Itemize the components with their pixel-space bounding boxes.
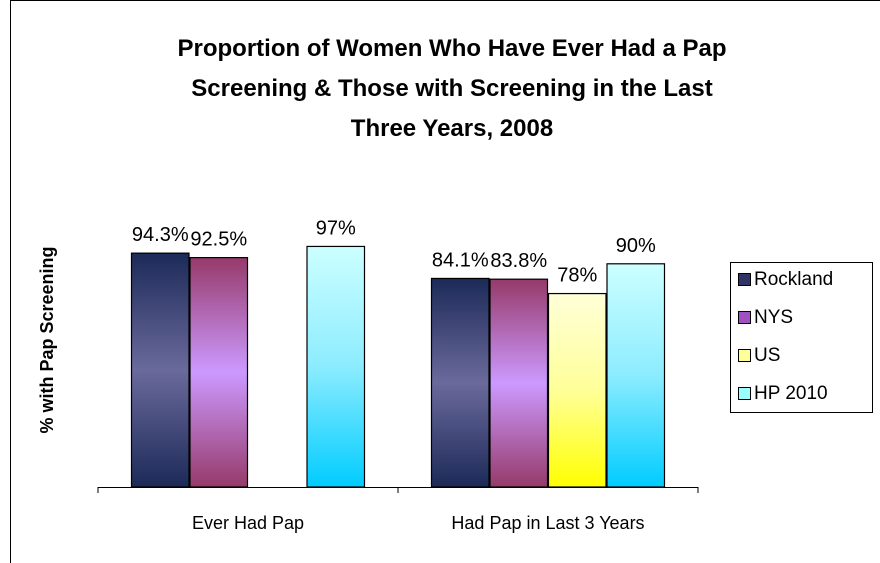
bar bbox=[189, 257, 249, 488]
legend-label: Rockland bbox=[754, 269, 833, 290]
bar bbox=[489, 278, 549, 488]
legend-label: NYS bbox=[754, 307, 793, 328]
bar bbox=[306, 245, 366, 488]
legend-label: US bbox=[754, 345, 780, 366]
data-label: 78% bbox=[557, 265, 597, 287]
legend-label: HP 2010 bbox=[754, 383, 828, 404]
bar bbox=[606, 263, 666, 488]
data-label: 94.3% bbox=[132, 224, 189, 246]
bar bbox=[547, 292, 607, 488]
data-label: 97% bbox=[316, 217, 356, 239]
legend-box bbox=[730, 262, 873, 413]
legend-swatch bbox=[738, 273, 751, 286]
x-tick-label: Had Pap in Last 3 Years bbox=[451, 513, 644, 533]
bar bbox=[430, 277, 490, 488]
legend-swatch bbox=[738, 387, 751, 400]
data-label: 84.1% bbox=[432, 249, 489, 271]
chart-title: Proportion of Women Who Have Ever Had a … bbox=[178, 35, 727, 142]
data-label: 92.5% bbox=[190, 229, 247, 251]
x-tick-label: Ever Had Pap bbox=[192, 513, 304, 533]
y-axis-label: % with Pap Screening bbox=[37, 246, 57, 433]
data-label: 90% bbox=[616, 235, 656, 257]
legend-swatch bbox=[738, 311, 751, 324]
data-label: 83.8% bbox=[490, 250, 547, 272]
bar bbox=[130, 252, 190, 488]
legend-swatch bbox=[738, 349, 751, 362]
